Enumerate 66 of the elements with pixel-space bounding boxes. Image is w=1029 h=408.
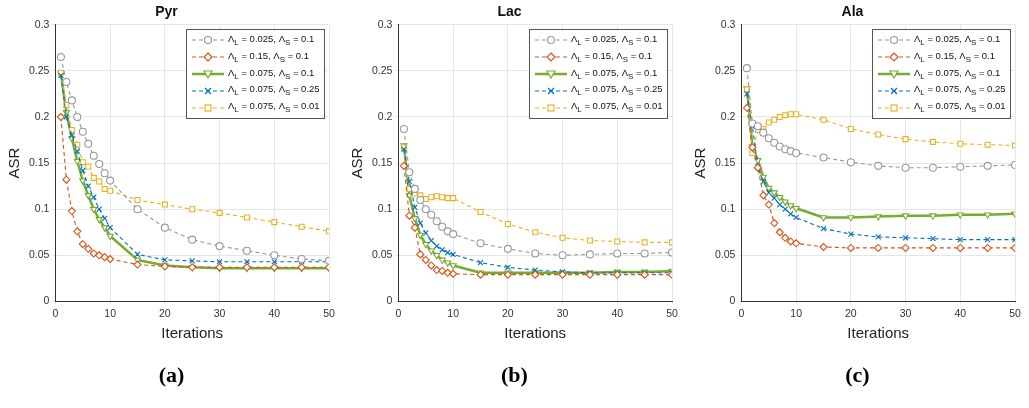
text: (c) <box>844 362 871 388</box>
y-tick-label: 0.25 <box>715 63 736 76</box>
y-tick-label: 0.3 <box>34 17 50 30</box>
y-axis-title: ASR <box>5 147 23 179</box>
y-axis-title: ASR <box>348 147 366 179</box>
legend-label: Λ$_{L}$ = 0.075, Λ$_{S}$ = 0.25 <box>228 82 320 100</box>
x-tick-label: 10 <box>790 306 803 319</box>
chart-title: Ala <box>841 3 864 20</box>
x-tick-label: 0 <box>395 306 402 319</box>
x-tick-label: 20 <box>845 306 857 319</box>
y-tick-label: 0.1 <box>377 202 393 215</box>
text: (b) <box>500 362 529 388</box>
legend-label: Λ$_{L}$ = 0.15, Λ$_{S}$ = 0.1 <box>914 48 996 66</box>
legend-label: Λ$_{L}$ = 0.075, Λ$_{S}$ = 0.1 <box>914 65 1001 83</box>
y-tick-label: 0.3 <box>377 17 393 30</box>
y-tick-label: 0.15 <box>372 155 393 168</box>
x-axis-title: Iterations <box>161 324 224 342</box>
y-tick-label: 0.15 <box>29 155 50 168</box>
y-tick-label: 0.2 <box>377 109 393 122</box>
x-tick-label: 40 <box>268 306 281 319</box>
text: (a) <box>157 362 186 388</box>
chart-title: Lac <box>497 3 522 20</box>
legend-label: Λ$_{L}$ = 0.075, Λ$_{S}$ = 0.01 <box>571 99 663 117</box>
y-tick-label: 0.05 <box>29 248 50 261</box>
legend-label: Λ$_{L}$ = 0.075, Λ$_{S}$ = 0.1 <box>228 65 315 83</box>
x-tick-label: 30 <box>556 306 569 319</box>
legend-label: Λ$_{L}$ = 0.075, Λ$_{S}$ = 0.01 <box>914 99 1006 117</box>
legend-label: Λ$_{L}$ = 0.075, Λ$_{S}$ = 0.1 <box>571 65 658 83</box>
legend-label: Λ$_{L}$ = 0.15, Λ$_{S}$ = 0.1 <box>228 48 310 66</box>
y-tick-label: 0 <box>43 294 50 307</box>
y-tick-label: 0 <box>729 294 736 307</box>
legend-label: Λ$_{L}$ = 0.075, Λ$_{S}$ = 0.25 <box>914 82 1006 100</box>
x-tick-label: 30 <box>899 306 912 319</box>
x-tick-label: 50 <box>666 306 678 319</box>
chart-title: Pyr <box>155 3 179 20</box>
y-tick-label: 0.2 <box>34 109 50 122</box>
x-axis-title: Iterations <box>847 324 910 342</box>
x-tick-label: 50 <box>323 306 335 319</box>
x-tick-label: 40 <box>611 306 624 319</box>
y-tick-label: 0.3 <box>720 17 736 30</box>
legend-label: Λ$_{L}$ = 0.025, Λ$_{S}$ = 0.1 <box>228 31 315 49</box>
y-tick-label: 0.15 <box>715 155 736 168</box>
x-tick-label: 10 <box>447 306 460 319</box>
x-tick-label: 50 <box>1009 306 1021 319</box>
y-tick-label: 0.1 <box>720 202 736 215</box>
y-tick-label: 0 <box>386 294 393 307</box>
legend-label: Λ$_{L}$ = 0.15, Λ$_{S}$ = 0.1 <box>571 48 653 66</box>
legend-label: Λ$_{L}$ = 0.025, Λ$_{S}$ = 0.1 <box>914 31 1001 49</box>
x-tick-label: 40 <box>954 306 967 319</box>
x-tick-label: 30 <box>213 306 226 319</box>
y-tick-label: 0.05 <box>715 248 736 261</box>
x-tick-label: 0 <box>52 306 59 319</box>
x-tick-label: 0 <box>738 306 745 319</box>
x-tick-label: 10 <box>104 306 117 319</box>
legend-label: Λ$_{L}$ = 0.075, Λ$_{S}$ = 0.01 <box>228 99 320 117</box>
y-tick-label: 0.25 <box>29 63 50 76</box>
legend-label: Λ$_{L}$ = 0.075, Λ$_{S}$ = 0.25 <box>571 82 663 100</box>
y-tick-label: 0.25 <box>372 63 393 76</box>
y-axis-title: ASR <box>691 147 709 179</box>
y-tick-label: 0.1 <box>34 202 50 215</box>
y-tick-label: 0.2 <box>720 109 736 122</box>
x-axis-title: Iterations <box>504 324 567 342</box>
legend-label: Λ$_{L}$ = 0.025, Λ$_{S}$ = 0.1 <box>571 31 658 49</box>
y-tick-label: 0.05 <box>372 248 393 261</box>
x-tick-label: 20 <box>159 306 171 319</box>
x-tick-label: 20 <box>502 306 514 319</box>
